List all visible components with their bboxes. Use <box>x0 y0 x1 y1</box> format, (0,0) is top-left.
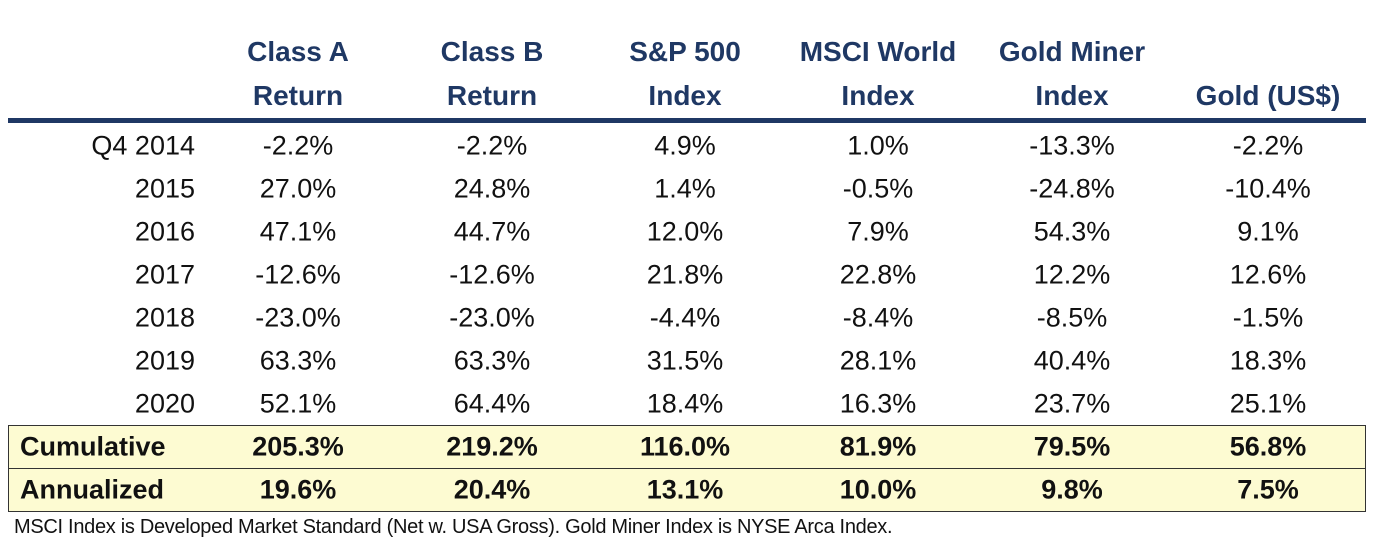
cell: 64.4% <box>453 388 531 419</box>
cell: 12.0% <box>646 216 724 247</box>
column-header: Index <box>841 80 915 111</box>
row-label: 2020 <box>134 388 195 419</box>
cell: 9.1% <box>1237 216 1299 247</box>
summary-cell: 205.3% <box>252 431 344 462</box>
row-label: 2018 <box>134 302 195 333</box>
row-label: 2019 <box>134 345 195 376</box>
summary-cell: 13.1% <box>646 474 724 505</box>
cell: 1.0% <box>847 130 909 161</box>
cell: 24.8% <box>453 173 531 204</box>
cell: -8.4% <box>842 302 914 333</box>
summary-cell: 116.0% <box>639 431 731 462</box>
cell: 16.3% <box>839 388 917 419</box>
column-header: Class A <box>247 36 349 67</box>
cell: 12.6% <box>1229 259 1307 290</box>
cell: -24.8% <box>1029 173 1115 204</box>
summary-cell: 56.8% <box>1229 431 1307 462</box>
cell: 1.4% <box>654 173 716 204</box>
row-label: Q4 2014 <box>91 130 195 161</box>
summary-cell: 7.5% <box>1237 474 1299 505</box>
summary-cell: 19.6% <box>259 474 337 505</box>
column-header: Class B <box>440 36 544 67</box>
cell: 23.7% <box>1033 388 1111 419</box>
cell: 31.5% <box>646 345 724 376</box>
cell: -0.5% <box>842 173 914 204</box>
header-rule <box>8 118 1366 123</box>
cell: 7.9% <box>847 216 909 247</box>
cell: 63.3% <box>453 345 531 376</box>
cell: 12.2% <box>1033 259 1111 290</box>
cell: -4.4% <box>649 302 721 333</box>
column-header: S&P 500 <box>629 36 741 67</box>
cell: 4.9% <box>654 130 716 161</box>
summary-label: Cumulative <box>20 431 166 462</box>
column-header: MSCI World <box>799 36 957 67</box>
cell: -13.3% <box>1029 130 1115 161</box>
summary-cell: 81.9% <box>839 431 917 462</box>
footnote: MSCI Index is Developed Market Standard … <box>14 516 893 538</box>
summary-cell: 20.4% <box>453 474 531 505</box>
summary-band <box>8 468 1366 512</box>
column-header: Return <box>252 80 344 111</box>
summary-cell: 9.8% <box>1041 474 1103 505</box>
row-label: 2016 <box>134 216 195 247</box>
column-header: Index <box>648 80 722 111</box>
cell: -10.4% <box>1225 173 1311 204</box>
cell: 63.3% <box>259 345 337 376</box>
cell: -23.0% <box>449 302 535 333</box>
cell: -8.5% <box>1036 302 1108 333</box>
cell: -2.2% <box>456 130 528 161</box>
summary-cell: 10.0% <box>839 474 917 505</box>
cell: 28.1% <box>839 345 917 376</box>
column-header: Gold (US$) <box>1195 80 1341 111</box>
cell: 54.3% <box>1033 216 1111 247</box>
cell: 52.1% <box>259 388 337 419</box>
cell: 22.8% <box>839 259 917 290</box>
column-header: Return <box>446 80 538 111</box>
cell: 18.4% <box>646 388 724 419</box>
cell: -2.2% <box>262 130 334 161</box>
row-label: 2017 <box>134 259 195 290</box>
summary-label: Annualized <box>20 474 165 505</box>
summary-band <box>8 425 1366 469</box>
cell: 44.7% <box>453 216 531 247</box>
cell: 47.1% <box>259 216 337 247</box>
cell: -2.2% <box>1232 130 1304 161</box>
cell: -1.5% <box>1232 302 1304 333</box>
column-header: Gold Miner <box>998 36 1146 67</box>
cell: -23.0% <box>255 302 341 333</box>
cell: 21.8% <box>646 259 724 290</box>
cell: 25.1% <box>1229 388 1307 419</box>
cell: -12.6% <box>449 259 535 290</box>
row-label: 2015 <box>134 173 195 204</box>
cell: 27.0% <box>259 173 337 204</box>
cell: 18.3% <box>1229 345 1307 376</box>
cell: 40.4% <box>1033 345 1111 376</box>
cell: -12.6% <box>255 259 341 290</box>
summary-cell: 79.5% <box>1033 431 1111 462</box>
summary-cell: 219.2% <box>446 431 538 462</box>
column-header: Index <box>1035 80 1109 111</box>
